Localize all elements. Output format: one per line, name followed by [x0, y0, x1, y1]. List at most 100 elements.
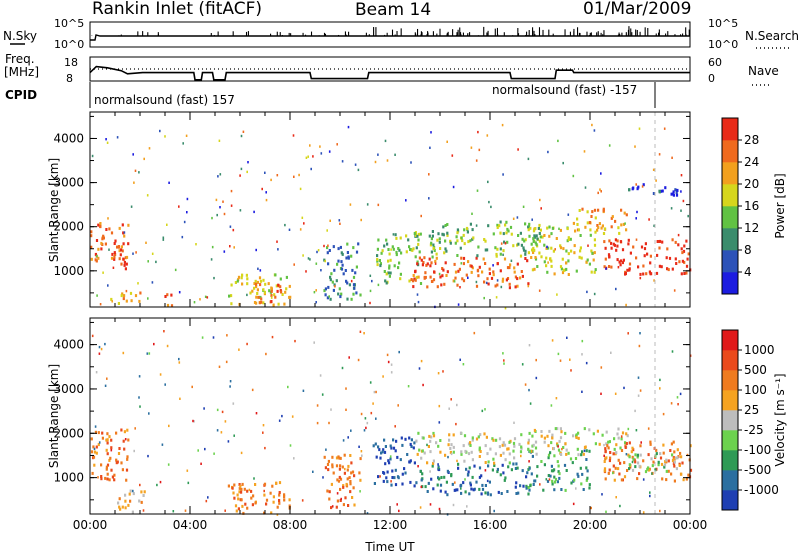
- range-cell: [519, 484, 522, 488]
- range-cell: [100, 463, 103, 467]
- range-cell: [436, 483, 439, 487]
- range-cell: [456, 283, 459, 287]
- range-cell: [570, 481, 573, 485]
- range-cell: [164, 135, 166, 138]
- range-cell: [642, 478, 645, 481]
- range-cell: [623, 461, 626, 465]
- range-cell: [603, 469, 606, 473]
- range-cell: [272, 303, 275, 307]
- range-cell: [350, 297, 353, 301]
- range-cell: [517, 148, 519, 151]
- range-cell: [255, 285, 258, 289]
- cpid-label: CPID: [5, 88, 37, 102]
- range-cell: [558, 227, 560, 230]
- range-cell: [445, 249, 448, 253]
- range-cell: [673, 479, 676, 483]
- range-cell: [346, 242, 349, 246]
- range-cell: [547, 453, 551, 457]
- range-cell: [122, 439, 125, 443]
- range-cell: [148, 412, 150, 415]
- range-cell: [467, 473, 470, 477]
- range-cell: [528, 466, 531, 470]
- range-cell: [351, 470, 355, 474]
- range-cell: [534, 227, 537, 230]
- range-cell: [132, 492, 135, 496]
- range-cell: [617, 266, 620, 269]
- range-cell: [417, 300, 420, 304]
- range-cell: [531, 248, 534, 252]
- range-cell: [565, 469, 568, 472]
- range-cell: [386, 159, 389, 162]
- range-cell: [556, 427, 559, 431]
- range-cell: [348, 283, 351, 287]
- range-cell: [613, 243, 616, 247]
- range-cell: [460, 491, 463, 495]
- range-cell: [349, 454, 352, 457]
- range-cell: [662, 412, 665, 416]
- range-cell: [438, 237, 441, 241]
- range-cell: [550, 246, 553, 250]
- range-cell: [448, 433, 451, 437]
- range-cell: [689, 354, 692, 357]
- range-cell: [96, 254, 98, 258]
- range-cell: [513, 270, 516, 274]
- range-cell: [91, 471, 94, 475]
- range-cell: [394, 153, 396, 156]
- range-cell: [663, 127, 666, 130]
- range-cell: [614, 392, 617, 395]
- range-cell: [488, 200, 490, 204]
- range-cell: [683, 244, 686, 248]
- range-cell: [369, 381, 372, 384]
- range-cell: [162, 236, 165, 239]
- range-cell: [469, 239, 472, 243]
- range-cell: [115, 461, 118, 465]
- range-cell: [682, 249, 686, 253]
- range-cell: [270, 286, 273, 290]
- range-cell: [224, 509, 226, 512]
- range-cell: [416, 293, 419, 296]
- range-cell: [435, 441, 438, 445]
- range-cell: [274, 273, 277, 277]
- range-cell: [151, 281, 154, 284]
- range-cell: [516, 466, 519, 470]
- range-cell: [467, 240, 470, 244]
- range-cell: [589, 228, 592, 232]
- range-cell: [360, 218, 362, 222]
- range-cell: [122, 242, 125, 246]
- range-cell: [631, 460, 634, 464]
- range-cell: [540, 434, 543, 438]
- range-cell: [560, 430, 563, 434]
- range-cell: [500, 285, 503, 289]
- range-cell: [113, 251, 116, 255]
- range-cell: [484, 491, 487, 495]
- range-cell: [95, 445, 98, 449]
- range-cell: [279, 285, 282, 289]
- range-cell: [588, 428, 591, 432]
- range-cell: [219, 173, 222, 176]
- range-cell: [319, 374, 322, 377]
- range-cell: [442, 233, 445, 237]
- range-cell: [547, 474, 550, 477]
- range-cell: [601, 224, 604, 228]
- range-cell: [375, 455, 378, 459]
- range-cell: [557, 448, 561, 452]
- range-cell: [108, 248, 110, 251]
- range-cell: [550, 232, 553, 236]
- range-cell: [554, 477, 558, 481]
- range-cell: [383, 438, 386, 442]
- range-cell: [623, 386, 625, 390]
- range-cell: [675, 456, 678, 460]
- range-cell: [326, 246, 329, 250]
- range-cell: [394, 483, 398, 487]
- range-cell: [609, 456, 612, 460]
- range-cell: [239, 174, 241, 177]
- range-cell: [320, 269, 322, 272]
- range-cell: [358, 471, 361, 475]
- range-cell: [532, 237, 535, 241]
- range-cell: [528, 344, 531, 347]
- range-cell: [532, 246, 535, 250]
- range-cell: [503, 359, 505, 362]
- range-cell: [200, 462, 202, 465]
- range-cell: [645, 272, 648, 276]
- range-cell: [660, 189, 663, 193]
